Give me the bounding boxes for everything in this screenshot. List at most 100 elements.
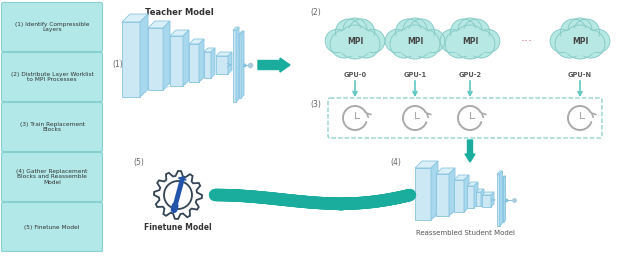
Polygon shape (476, 189, 484, 192)
Circle shape (422, 29, 445, 53)
Polygon shape (436, 174, 449, 216)
Polygon shape (236, 27, 239, 102)
Text: GPU-2: GPU-2 (458, 72, 481, 78)
Text: (1): (1) (113, 61, 124, 69)
Circle shape (445, 30, 473, 58)
Circle shape (398, 25, 432, 59)
Circle shape (453, 25, 487, 59)
Polygon shape (204, 52, 211, 78)
Polygon shape (415, 161, 438, 168)
Circle shape (325, 29, 348, 53)
Polygon shape (233, 30, 236, 102)
Circle shape (335, 19, 362, 45)
Polygon shape (467, 186, 474, 208)
Circle shape (390, 30, 418, 58)
Polygon shape (449, 168, 455, 216)
Circle shape (349, 19, 374, 45)
Polygon shape (454, 180, 464, 212)
FancyArrow shape (465, 140, 475, 162)
Polygon shape (170, 36, 183, 86)
Circle shape (440, 29, 463, 53)
Text: GPU-1: GPU-1 (403, 72, 427, 78)
FancyBboxPatch shape (1, 203, 102, 252)
Polygon shape (204, 48, 215, 52)
Text: (5) Finetune Model: (5) Finetune Model (24, 225, 80, 230)
Polygon shape (499, 171, 502, 226)
Polygon shape (481, 189, 484, 206)
Polygon shape (189, 39, 204, 44)
Polygon shape (216, 56, 228, 74)
Polygon shape (504, 176, 506, 222)
FancyArrow shape (258, 58, 290, 72)
Circle shape (563, 25, 597, 59)
Circle shape (555, 30, 583, 58)
Circle shape (362, 29, 385, 53)
Circle shape (587, 29, 610, 53)
Circle shape (408, 19, 435, 45)
Circle shape (338, 25, 372, 59)
Text: (4) Gather Replacement
Blocks and Reassemble
Model: (4) Gather Replacement Blocks and Reasse… (16, 169, 88, 185)
FancyBboxPatch shape (1, 52, 102, 101)
Text: (4): (4) (390, 158, 401, 167)
Polygon shape (476, 192, 481, 206)
FancyBboxPatch shape (1, 102, 102, 151)
Text: (2): (2) (310, 8, 321, 17)
Polygon shape (415, 168, 431, 220)
Text: Teacher Model: Teacher Model (145, 8, 214, 17)
Polygon shape (431, 161, 438, 220)
Polygon shape (211, 48, 215, 78)
Text: (3) Train Replacement
Blocks: (3) Train Replacement Blocks (19, 122, 84, 132)
Polygon shape (497, 174, 499, 226)
Polygon shape (464, 175, 469, 212)
Text: (3): (3) (310, 101, 321, 110)
Text: MPI: MPI (347, 37, 363, 46)
Circle shape (568, 18, 592, 42)
Circle shape (550, 29, 573, 53)
Polygon shape (163, 21, 170, 90)
Polygon shape (140, 14, 148, 97)
Text: GPU-N: GPU-N (568, 72, 592, 78)
Text: (2) Distribute Layer Worklist
to MPI Processes: (2) Distribute Layer Worklist to MPI Pro… (11, 72, 93, 83)
Text: (5): (5) (133, 158, 144, 167)
Circle shape (343, 18, 367, 42)
Polygon shape (239, 34, 241, 98)
Text: Finetune Model: Finetune Model (144, 223, 212, 232)
Polygon shape (228, 52, 232, 74)
FancyBboxPatch shape (1, 3, 102, 52)
FancyBboxPatch shape (1, 152, 102, 201)
Polygon shape (199, 39, 204, 82)
Polygon shape (436, 168, 455, 174)
Circle shape (561, 19, 586, 45)
Polygon shape (474, 182, 478, 208)
Polygon shape (454, 175, 469, 180)
Polygon shape (467, 182, 478, 186)
Circle shape (352, 30, 380, 58)
Polygon shape (502, 176, 506, 178)
Polygon shape (170, 30, 189, 36)
Text: GPU-0: GPU-0 (344, 72, 367, 78)
Polygon shape (216, 52, 232, 56)
Polygon shape (233, 27, 239, 30)
Circle shape (458, 18, 482, 42)
Circle shape (330, 30, 358, 58)
Ellipse shape (449, 28, 491, 56)
Ellipse shape (334, 28, 376, 56)
Text: ···: ··· (521, 35, 533, 48)
Polygon shape (183, 30, 189, 86)
Text: MPI: MPI (407, 37, 423, 46)
Circle shape (396, 19, 422, 45)
Text: MPI: MPI (462, 37, 478, 46)
Circle shape (467, 30, 495, 58)
Circle shape (463, 19, 490, 45)
Circle shape (385, 29, 408, 53)
Polygon shape (241, 31, 244, 98)
Text: MPI: MPI (572, 37, 588, 46)
Circle shape (412, 30, 440, 58)
Polygon shape (122, 22, 140, 97)
Polygon shape (482, 195, 491, 207)
Ellipse shape (559, 28, 601, 56)
Circle shape (477, 29, 500, 53)
Polygon shape (148, 28, 163, 90)
Polygon shape (502, 178, 504, 222)
Circle shape (577, 30, 605, 58)
